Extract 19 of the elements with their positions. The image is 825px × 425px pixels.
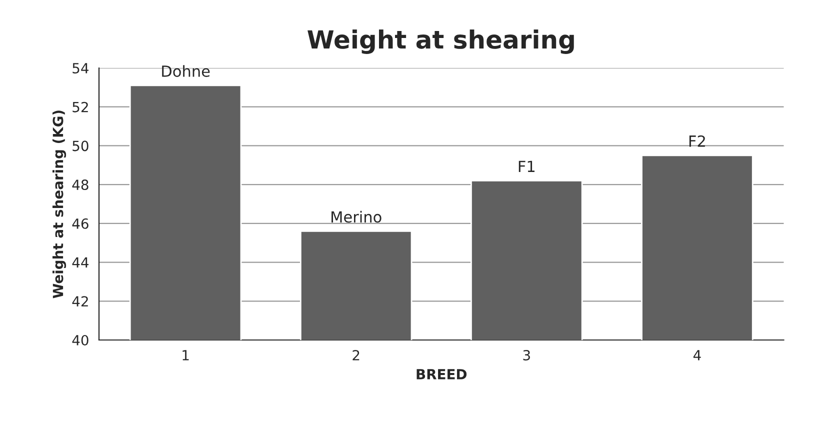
chart-title: Weight at shearing	[308, 30, 574, 54]
x-axis-title: BREED	[416, 369, 467, 380]
annotation: Merino	[332, 210, 382, 223]
y-tick-label: 40	[72, 334, 88, 346]
y-axis-title: Weight at shearing (KG)	[52, 110, 66, 298]
x-tick-label: 3	[523, 350, 530, 360]
annotation: F2	[689, 135, 705, 147]
y-tick-label: 50	[72, 140, 88, 152]
y-tick-label: 44	[72, 257, 88, 268]
annotation: F1	[518, 160, 534, 172]
x-tick-label: 2	[352, 350, 360, 360]
y-tick-label: 52	[72, 102, 88, 112]
x-tick-label: 1	[182, 350, 189, 360]
y-tick-label: 42	[72, 296, 88, 306]
x-tick-label: 4	[693, 350, 701, 360]
annotation: Dohne	[162, 65, 210, 77]
y-tick-label: 48	[72, 180, 88, 190]
y-tick-label: 46	[72, 218, 88, 229]
y-tick-label: 54	[72, 63, 88, 74]
